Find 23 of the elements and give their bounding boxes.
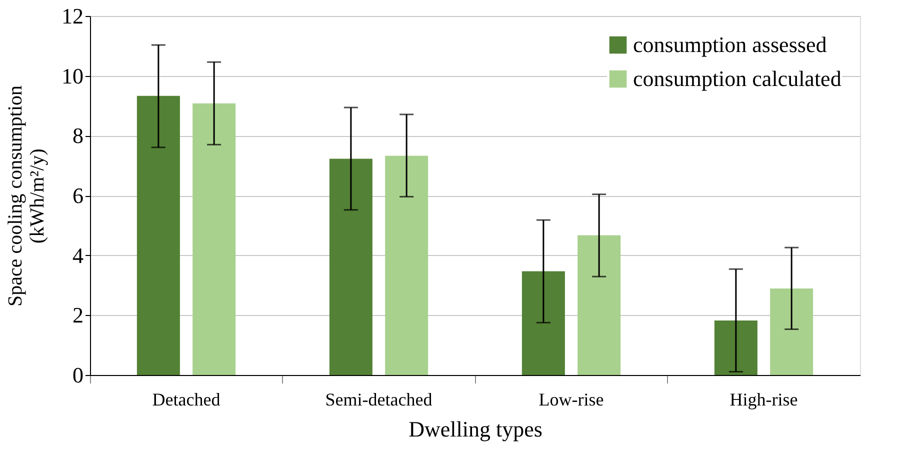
y-tick-label: 6 [72,183,84,208]
x-tick-label: Low-rise [538,390,604,410]
y-tick-label: 4 [72,242,84,268]
x-tick-label: Semi-detached [325,390,432,410]
y-tick-label: 10 [62,63,84,88]
x-axis-title: Dwelling types [408,416,542,442]
bar [770,288,814,375]
y-tick-label: 0 [72,362,84,388]
x-tick-label: High-rise [730,390,798,410]
y-tick-label: 12 [62,4,84,28]
bar [385,156,428,375]
bar [578,235,621,375]
y-tick-label: 2 [72,302,84,328]
legend-label: consumption assessed [633,32,827,57]
x-tick-label: Detached [152,390,220,410]
bar [714,320,758,375]
bar [136,96,180,375]
y-tick-label: 8 [72,123,84,148]
legend-label: consumption calculated [633,66,842,91]
bar [522,271,565,375]
bar [329,158,372,375]
bar [192,103,236,375]
y-axis-title: Space cooling consumption (kWh/m²/y) [4,85,48,307]
